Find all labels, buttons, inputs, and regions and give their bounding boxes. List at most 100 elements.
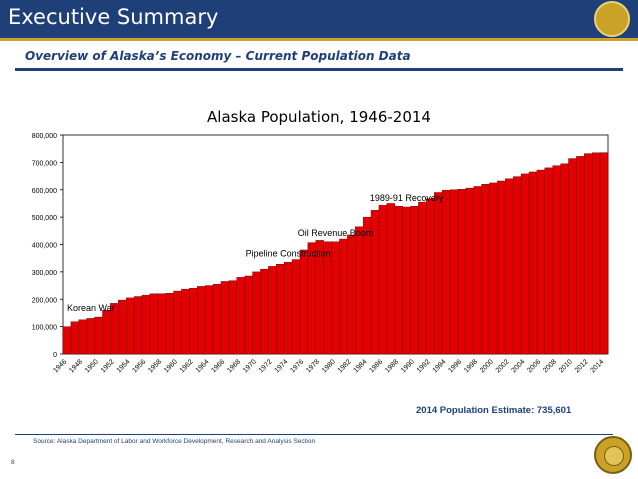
bar-1949 xyxy=(86,318,95,355)
x-tick-label: 1968 xyxy=(226,358,242,374)
bar-2005 xyxy=(528,171,538,355)
bar-1975 xyxy=(291,259,301,355)
chart-annotation: Pipeline Construction xyxy=(246,248,331,258)
bar-1960 xyxy=(173,290,182,355)
bar-1954 xyxy=(125,297,135,355)
bar-1999 xyxy=(481,184,490,355)
bar-1956 xyxy=(141,294,151,355)
bar-1964 xyxy=(204,285,214,355)
y-tick-label: 500,000 xyxy=(32,215,57,222)
x-tick-label: 1954 xyxy=(116,358,132,374)
x-tick-label: 1950 xyxy=(84,358,100,374)
x-tick-label: 1992 xyxy=(416,358,432,374)
y-tick-label: 100,000 xyxy=(32,325,57,332)
bar-2002 xyxy=(505,178,514,355)
x-tick-label: 1982 xyxy=(337,358,353,374)
bar-1946 xyxy=(62,326,72,355)
x-tick-label: 1960 xyxy=(163,358,179,374)
bar-1966 xyxy=(220,281,230,355)
slide-title: Executive Summary xyxy=(8,5,219,29)
bar-1963 xyxy=(197,286,206,355)
bar-1958 xyxy=(157,293,166,355)
bar-2010 xyxy=(568,158,577,355)
x-tick-label: 1958 xyxy=(147,358,163,374)
state-seal-icon xyxy=(594,1,630,37)
bar-1971 xyxy=(260,268,269,355)
bar-2008 xyxy=(552,165,561,355)
x-tick-label: 1972 xyxy=(258,358,274,374)
bar-1997 xyxy=(465,187,474,355)
source-note: Source: Alaska Department of Labor and W… xyxy=(33,438,316,445)
x-tick-label: 2008 xyxy=(542,358,558,374)
bar-2013 xyxy=(592,152,601,355)
bar-1969 xyxy=(244,275,253,355)
y-tick-label: 700,000 xyxy=(32,160,57,167)
bar-1976 xyxy=(299,249,309,355)
bar-1988 xyxy=(394,205,403,355)
bar-2011 xyxy=(576,156,585,355)
bar-1950 xyxy=(94,316,103,355)
bar-2006 xyxy=(536,169,546,355)
x-tick-label: 1966 xyxy=(210,358,226,374)
bar-1996 xyxy=(457,189,467,355)
bar-1982 xyxy=(347,234,356,355)
bar-2004 xyxy=(520,173,530,355)
bar-1977 xyxy=(307,242,316,355)
x-tick-label: 1962 xyxy=(179,358,195,374)
footer-seal-icon xyxy=(594,436,632,474)
y-tick-label: 800,000 xyxy=(32,133,57,140)
population-estimate: 2014 Population Estimate: 735,601 xyxy=(416,405,572,416)
bar-1970 xyxy=(252,271,261,355)
x-tick-label: 1994 xyxy=(432,358,448,374)
bar-1974 xyxy=(283,262,293,355)
bar-1989 xyxy=(402,206,411,355)
bar-1961 xyxy=(181,288,190,355)
header-divider xyxy=(0,38,638,41)
bar-1957 xyxy=(149,293,158,355)
y-tick-label: 0 xyxy=(53,352,57,359)
bar-1992 xyxy=(426,198,435,355)
bar-2003 xyxy=(513,176,522,355)
y-tick-label: 600,000 xyxy=(32,188,57,195)
page-number: 8 xyxy=(11,459,15,466)
bar-1995 xyxy=(449,189,459,355)
bar-1981 xyxy=(339,238,348,355)
bar-1948 xyxy=(78,319,87,355)
bar-1965 xyxy=(212,283,222,355)
x-tick-label: 1956 xyxy=(131,358,147,374)
bar-2001 xyxy=(497,180,506,355)
bar-1986 xyxy=(378,205,388,355)
x-tick-label: 1948 xyxy=(68,358,84,374)
bar-1980 xyxy=(331,241,340,355)
bar-1983 xyxy=(355,226,364,355)
bar-2000 xyxy=(489,182,498,355)
y-tick-label: 200,000 xyxy=(32,297,57,304)
chart-annotation: Oil Revenue Boom xyxy=(298,228,374,238)
x-tick-label: 1978 xyxy=(305,358,321,374)
bar-1947 xyxy=(70,321,79,355)
chart-annotation: Korean War xyxy=(67,303,115,313)
bar-1955 xyxy=(133,296,143,355)
bar-1991 xyxy=(418,201,427,355)
footer-divider xyxy=(15,434,613,435)
bar-1979 xyxy=(323,241,332,355)
bar-1962 xyxy=(189,288,198,355)
bar-1967 xyxy=(228,280,237,355)
bar-1993 xyxy=(434,192,443,355)
bar-1998 xyxy=(473,186,482,355)
y-tick-label: 300,000 xyxy=(32,270,57,277)
bar-1990 xyxy=(410,205,419,355)
x-tick-label: 1952 xyxy=(100,358,116,374)
x-tick-label: 1988 xyxy=(384,358,400,374)
bar-1972 xyxy=(268,266,277,355)
chart-annotation: 1989-91 Recovery xyxy=(370,193,444,203)
x-tick-label: 1970 xyxy=(242,358,258,374)
bar-1951 xyxy=(102,310,111,355)
bar-1987 xyxy=(386,203,395,355)
x-tick-label: 2000 xyxy=(479,358,495,374)
bar-2012 xyxy=(584,153,593,355)
x-tick-label: 2002 xyxy=(495,358,511,374)
bar-2009 xyxy=(560,163,569,355)
chart-title: Alaska Population, 1946-2014 xyxy=(207,108,431,126)
